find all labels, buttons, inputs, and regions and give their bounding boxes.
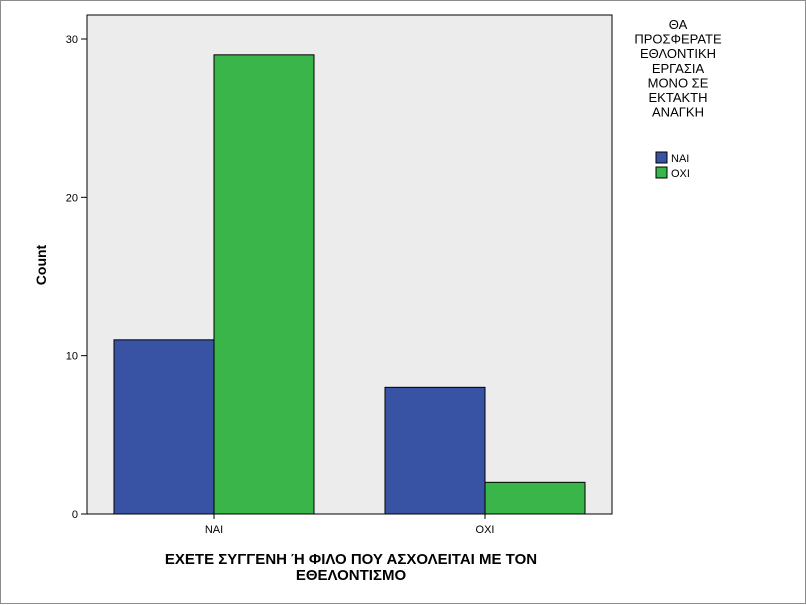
x-tick-label: ΝΑΙ (205, 524, 223, 536)
x-axis-title: ΕΧΕΤΕ ΣΥΓΓΕΝΗ Ή ΦΙΛΟ ΠΟΥ ΑΣΧΟΛΕΙΤΑΙ ΜΕ Τ… (165, 551, 537, 584)
legend-title-line: ΕΚΤΑΚΤΗ (649, 90, 708, 105)
x-axis-title-line: ΕΧΕΤΕ ΣΥΓΓΕΝΗ Ή ΦΙΛΟ ΠΟΥ ΑΣΧΟΛΕΙΤΑΙ ΜΕ Τ… (165, 551, 537, 568)
legend-title-line: ΜΟΝΟ ΣΕ (648, 75, 709, 90)
y-tick-label: 20 (66, 192, 78, 204)
bars-group (113, 54, 586, 515)
bar-1-2 (213, 54, 315, 515)
y-tick-label: 30 (66, 34, 78, 46)
y-axis: 0 10 20 30 (66, 34, 87, 521)
legend-swatch (655, 151, 668, 164)
x-tick-label: ΟΧΙ (476, 524, 495, 536)
y-tick-label: 10 (66, 351, 78, 363)
x-axis-title-line: ΕΘΕΛΟΝΤΙΣΜΟ (296, 567, 407, 584)
bar-2-2 (484, 481, 586, 515)
x-axis: ΝΑΙ ΟΧΙ (205, 514, 495, 536)
y-axis-title: Count (33, 244, 49, 285)
legend-title-line: ΘΑ (669, 17, 688, 32)
legend-title-line: ΕΘΛΟΝΤΙΚΗ (640, 46, 716, 61)
legend-label: ΟΧΙ (671, 168, 690, 180)
legend-swatch (655, 166, 668, 179)
bar-1-1 (113, 339, 215, 515)
legend-label: ΝΑΙ (671, 153, 689, 165)
legend-title-line: ΠΡΟΣΦΕΡΑΤΕ (634, 32, 722, 47)
bar-2-1 (384, 386, 486, 515)
y-tick-label: 0 (72, 509, 78, 521)
legend-title-line: ΕΡΓΑΣΙΑ (652, 61, 705, 76)
legend-title-line: ΑΝΑΓΚΗ (652, 105, 704, 120)
